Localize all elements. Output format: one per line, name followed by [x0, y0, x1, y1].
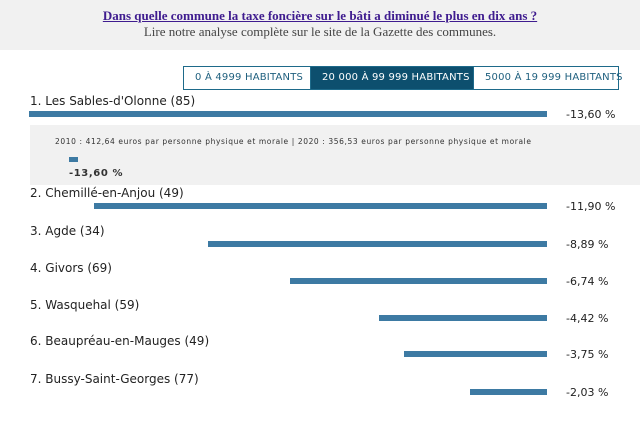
bar-label-6[interactable]: 6. Beaupréau-en-Mauges (49)	[30, 334, 210, 348]
article-link[interactable]: Dans quelle commune la taxe foncière sur…	[102, 8, 538, 23]
bar-4[interactable]	[290, 278, 547, 284]
bar-value-2: -11,90 %	[566, 200, 616, 213]
bar-value-3: -8,89 %	[566, 238, 609, 251]
bar-value-1: -13,60 %	[566, 108, 616, 121]
bar-3[interactable]	[208, 241, 547, 247]
tab-20000-99999[interactable]: 20 000 À 99 999 HABITANTS	[310, 67, 473, 89]
detail-text: 2010 : 412,64 euros par personne physiqu…	[55, 137, 532, 146]
bar-label-4[interactable]: 4. Givors (69)	[30, 261, 112, 275]
population-tabs: 0 À 4999 HABITANTS 20 000 À 99 999 HABIT…	[183, 66, 623, 90]
bar-label-5[interactable]: 5. Wasquehal (59)	[30, 298, 140, 312]
bar-value-6: -3,75 %	[566, 348, 609, 361]
tab-5000-19999[interactable]: 5000 À 19 999 HABITANTS	[473, 67, 623, 89]
bar-6[interactable]	[404, 351, 547, 357]
bar-5[interactable]	[379, 315, 547, 321]
bar-value-4: -6,74 %	[566, 275, 609, 288]
detail-bar	[69, 157, 78, 162]
bar-1[interactable]	[29, 111, 547, 117]
tab-0-4999[interactable]: 0 À 4999 HABITANTS	[184, 67, 310, 89]
bar-value-5: -4,42 %	[566, 312, 609, 325]
bar-label-3[interactable]: 3. Agde (34)	[30, 224, 105, 238]
bar-2[interactable]	[94, 203, 547, 209]
header-subtitle: Lire notre analyse complète sur le site …	[143, 24, 497, 39]
bar-7[interactable]	[470, 389, 547, 395]
detail-panel: 2010 : 412,64 euros par personne physiqu…	[30, 125, 640, 185]
bar-value-7: -2,03 %	[566, 386, 609, 399]
bar-label-2[interactable]: 2. Chemillé-en-Anjou (49)	[30, 186, 184, 200]
header-banner: Dans quelle commune la taxe foncière sur…	[0, 0, 640, 50]
detail-value: -13,60 %	[69, 168, 124, 179]
bar-label-1[interactable]: 1. Les Sables-d'Olonne (85)	[30, 94, 196, 108]
bar-label-7[interactable]: 7. Bussy-Saint-Georges (77)	[30, 372, 199, 386]
